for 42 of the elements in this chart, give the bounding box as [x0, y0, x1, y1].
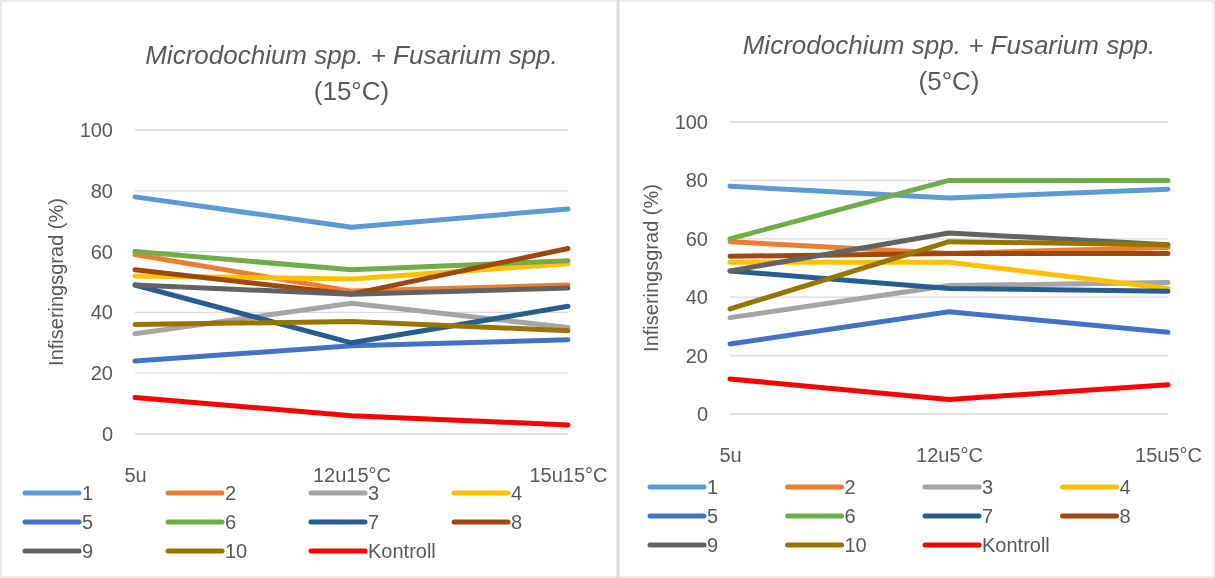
legend-label: 2 [844, 476, 856, 498]
y-tick-label: 100 [674, 110, 708, 133]
y-axis-title: Infiseringsgrad (%) [45, 198, 67, 366]
y-tick-label: 80 [685, 169, 708, 192]
legend-label: 10 [844, 534, 867, 556]
y-tick-label: 80 [90, 179, 113, 202]
legend-label: 1 [707, 476, 719, 498]
y-tick-label: 20 [90, 362, 113, 385]
y-tick-label: 0 [101, 422, 113, 445]
legend-label: 8 [511, 511, 523, 533]
y-tick-label: 40 [90, 301, 113, 324]
legend-label: 6 [844, 505, 856, 527]
y-tick-label: 20 [685, 344, 708, 367]
legend-label: 9 [707, 534, 719, 556]
legend-label: 10 [225, 540, 248, 562]
legend-label: 4 [511, 482, 523, 504]
legend-label: 8 [1119, 505, 1131, 527]
legend-label: 9 [82, 540, 94, 562]
chart-title: Microdochium spp. + Fusarium spp. (15°C) [145, 40, 558, 106]
legend-label: Kontroll [368, 540, 436, 562]
x-tick-label: 15u5°C [1135, 444, 1202, 467]
y-axis-title: Infiseringsgrad (%) [640, 184, 662, 352]
y-tick-label: 60 [90, 240, 113, 263]
legend-label: 1 [82, 482, 94, 504]
legend-label: Kontroll [982, 534, 1050, 556]
y-tick-label: 40 [685, 286, 708, 309]
x-tick-label: 12u5°C [916, 444, 983, 467]
legend-label: 4 [1119, 476, 1131, 498]
legend-label: 2 [225, 482, 237, 504]
y-tick-label: 0 [696, 402, 708, 425]
x-tick-label: 15u15°C [529, 464, 608, 487]
legend-label: 5 [707, 505, 719, 527]
legend-label: 6 [225, 511, 237, 533]
chart-title: Microdochium spp. + Fusarium spp. (5°C) [742, 30, 1156, 96]
x-tick-label: 5u [719, 444, 742, 467]
legend-label: 7 [368, 511, 380, 533]
y-tick-label: 60 [685, 227, 708, 250]
legend-label: 7 [982, 505, 994, 527]
legend-label: 3 [982, 476, 994, 498]
x-tick-label: 5u [124, 464, 147, 487]
y-tick-label: 100 [79, 118, 113, 141]
legend-label: 5 [82, 511, 94, 533]
